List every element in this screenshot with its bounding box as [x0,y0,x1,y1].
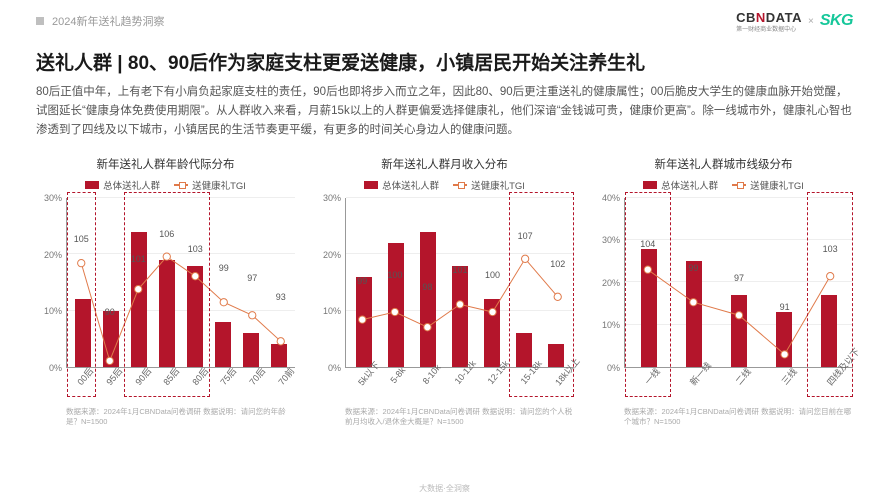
legend: 总体送礼人群 送健康礼TGI [315,178,574,192]
legend-line-icon [174,184,188,186]
data-label: 100 [485,270,500,280]
plot-area: 105 90 101 106 103 99 97 93 [66,198,295,368]
square-icon [36,17,44,25]
data-label: 103 [188,244,203,254]
legend-bar: 总体送礼人群 [364,178,439,192]
data-label: 102 [550,259,565,269]
plot: 0%10%20%30%40%104999791103 [594,198,853,368]
data-label: 90 [105,307,115,317]
legend-bar-label: 总体送礼人群 [382,178,439,192]
data-label: 93 [276,292,286,302]
logos: CBNDATA 第一财经商业数据中心 × SKG [736,9,853,33]
chart: 新年送礼人群年龄代际分布总体送礼人群 送健康礼TGI 0% 10% 20% 30% 105 9… [36,156,295,427]
y-axis: 0%10%20%30% [315,198,345,368]
logo-skg: SKG [820,12,853,30]
data-label: 100 [387,270,402,280]
data-label: 97 [734,273,744,283]
y-axis: 0%10%20%30% [36,198,66,368]
y-tick: 0% [607,363,620,373]
legend-line-label: 送健康礼TGI [750,178,804,192]
page-title: 送礼人群 | 80、90后作为家庭支柱更爱送健康，小镇居民开始关注养生礼 [0,30,889,83]
y-tick: 20% [44,250,62,260]
data-label: 101 [131,254,146,264]
legend: 总体送礼人群 送健康礼TGI [594,178,853,192]
plot-area: 104 99 97 91 103 [624,198,853,368]
y-tick: 40% [602,193,620,203]
y-tick: 10% [44,306,62,316]
plot: 0%10%20%30%9910098101100107102 [315,198,574,368]
legend-bar-icon [364,181,378,189]
legend-bar-label: 总体送礼人群 [661,178,718,192]
logo-cbn-text: CBNDATA [736,10,802,25]
legend-line: 送健康礼TGI [732,178,804,192]
data-label: 91 [780,302,790,312]
legend: 总体送礼人群 送健康礼TGI [36,178,295,192]
legend-line-icon [453,184,467,186]
report-tag-text: 2024新年送礼趋势洞察 [52,13,164,29]
data-label: 97 [247,273,257,283]
legend-line: 送健康礼TGI [453,178,525,192]
logo-times-icon: × [808,16,814,27]
chart-title: 新年送礼人群年龄代际分布 [36,156,295,172]
legend-bar-icon [85,181,99,189]
tgi-line [346,198,574,426]
y-tick: 20% [323,250,341,260]
chart: 新年送礼人群城市线级分布总体送礼人群 送健康礼TGI 0% 10% 20% 30% 40% 1… [594,156,853,427]
data-label: 107 [518,231,533,241]
y-tick: 30% [602,235,620,245]
data-label: 103 [823,244,838,254]
legend-line-icon [732,184,746,186]
plot-area: 99 100 98 101 100 107 102 [345,198,574,368]
tgi-line [625,198,853,426]
plot: 0%10%20%30%10590101106103999793 [36,198,295,368]
data-label: 99 [219,263,229,273]
y-tick: 20% [602,278,620,288]
y-tick: 0% [49,363,62,373]
legend-line-label: 送健康礼TGI [192,178,246,192]
logo-cbndata: CBNDATA 第一财经商业数据中心 [736,9,802,33]
chart: 新年送礼人群月收入分布总体送礼人群 送健康礼TGI 0% 10% 20% 30% 99 100… [315,156,574,427]
chart-title: 新年送礼人群月收入分布 [315,156,574,172]
data-label: 101 [452,265,467,275]
y-tick: 30% [44,193,62,203]
data-label: 104 [640,239,655,249]
data-label: 106 [159,229,174,239]
footer: 大数据·全洞察 [0,483,889,494]
data-label: 98 [422,282,432,292]
description: 80后正值中年，上有老下有小肩负起家庭支柱的责任，90后也即将步入而立之年，因此… [0,83,889,140]
legend-bar-icon [643,181,657,189]
legend-bar-label: 总体送礼人群 [103,178,160,192]
legend-bar: 总体送礼人群 [85,178,160,192]
y-tick: 10% [602,320,620,330]
charts-row: 新年送礼人群年龄代际分布总体送礼人群 送健康礼TGI 0% 10% 20% 30% 105 9… [0,140,889,427]
y-axis: 0%10%20%30%40% [594,198,624,368]
data-label: 99 [688,263,698,273]
legend-bar: 总体送礼人群 [643,178,718,192]
legend-line-label: 送健康礼TGI [471,178,525,192]
legend-line: 送健康礼TGI [174,178,246,192]
y-tick: 30% [323,193,341,203]
y-tick: 0% [328,363,341,373]
chart-title: 新年送礼人群城市线级分布 [594,156,853,172]
tgi-line [67,198,295,426]
data-label: 99 [357,276,367,286]
logo-cbn-sub: 第一财经商业数据中心 [736,27,802,33]
y-tick: 10% [323,306,341,316]
header: 2024新年送礼趋势洞察 CBNDATA 第一财经商业数据中心 × SKG [0,0,889,30]
data-label: 105 [74,234,89,244]
report-tag: 2024新年送礼趋势洞察 [36,13,164,29]
